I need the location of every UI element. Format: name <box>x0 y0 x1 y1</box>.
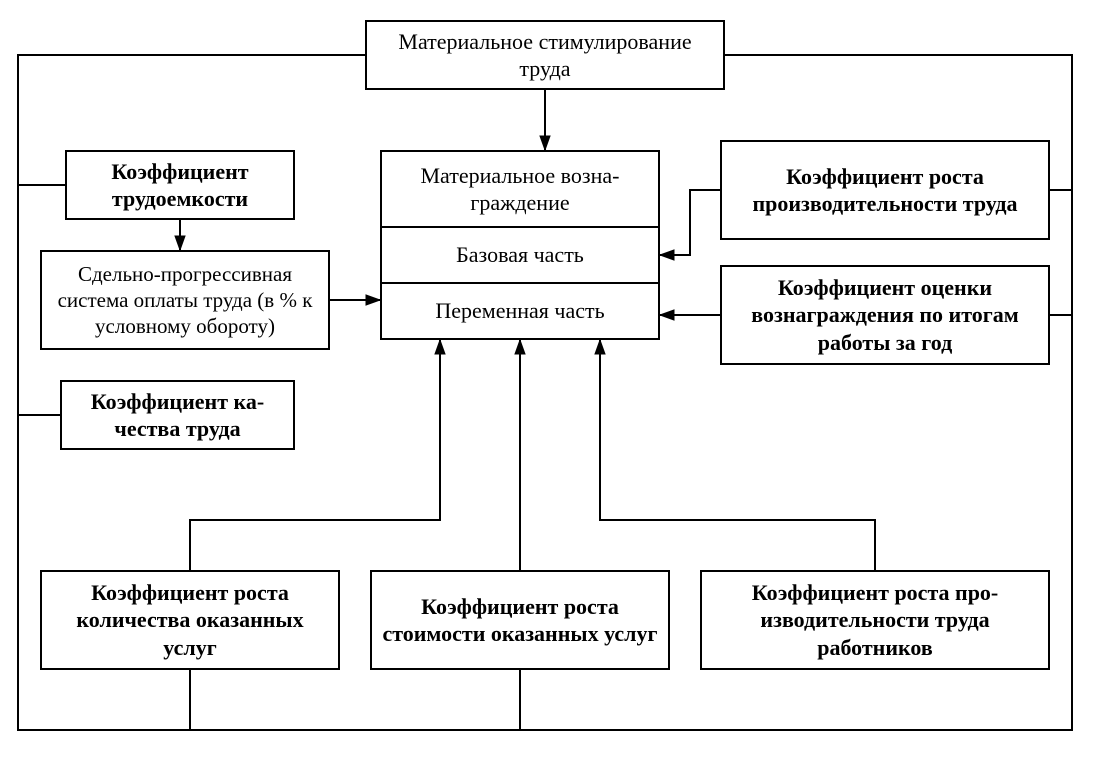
node-right-prod: Коэффициент роста производительности тру… <box>720 140 1050 240</box>
node-left-quality: Коэффициент ка-чества труда <box>60 380 295 450</box>
node-bottom-qty: Коэффициент роста количества оказанных у… <box>40 570 340 670</box>
node-bottom-workers: Коэффициент роста про-изводительности тр… <box>700 570 1050 670</box>
node-left-quality-label: Коэффициент ка-чества труда <box>70 388 285 443</box>
node-right-prod-label: Коэффициент роста производительности тру… <box>730 163 1040 218</box>
node-center-top-label: Материальное возна-граждение <box>390 162 650 217</box>
node-left-trud: Коэффициент трудоемкости <box>65 150 295 220</box>
node-center-mid: Базовая часть <box>380 228 660 284</box>
node-right-eval-label: Коэффициент оценки вознаграждения по ито… <box>730 274 1040 357</box>
node-center-bot: Переменная часть <box>380 284 660 340</box>
node-bottom-qty-label: Коэффициент роста количества оказанных у… <box>50 579 330 662</box>
node-title: Материальное стимулирование труда <box>365 20 725 90</box>
node-right-eval: Коэффициент оценки вознаграждения по ито… <box>720 265 1050 365</box>
node-left-system: Сдельно-прогрессивная система оплаты тру… <box>40 250 330 350</box>
node-center-bot-label: Переменная часть <box>435 297 604 325</box>
node-bottom-cost: Коэффициент роста стоимости оказанных ус… <box>370 570 670 670</box>
node-bottom-cost-label: Коэффициент роста стоимости оказанных ус… <box>380 593 660 648</box>
node-left-system-label: Сдельно-прогрессивная система оплаты тру… <box>50 261 320 340</box>
node-title-label: Материальное стимулирование труда <box>375 28 715 83</box>
node-center-mid-label: Базовая часть <box>456 241 584 269</box>
flowchart-canvas: Материальное стимулирование труда Матери… <box>0 0 1096 782</box>
node-left-trud-label: Коэффициент трудоемкости <box>75 158 285 213</box>
node-center-top: Материальное возна-граждение <box>380 150 660 228</box>
node-bottom-workers-label: Коэффициент роста про-изводительности тр… <box>710 579 1040 662</box>
